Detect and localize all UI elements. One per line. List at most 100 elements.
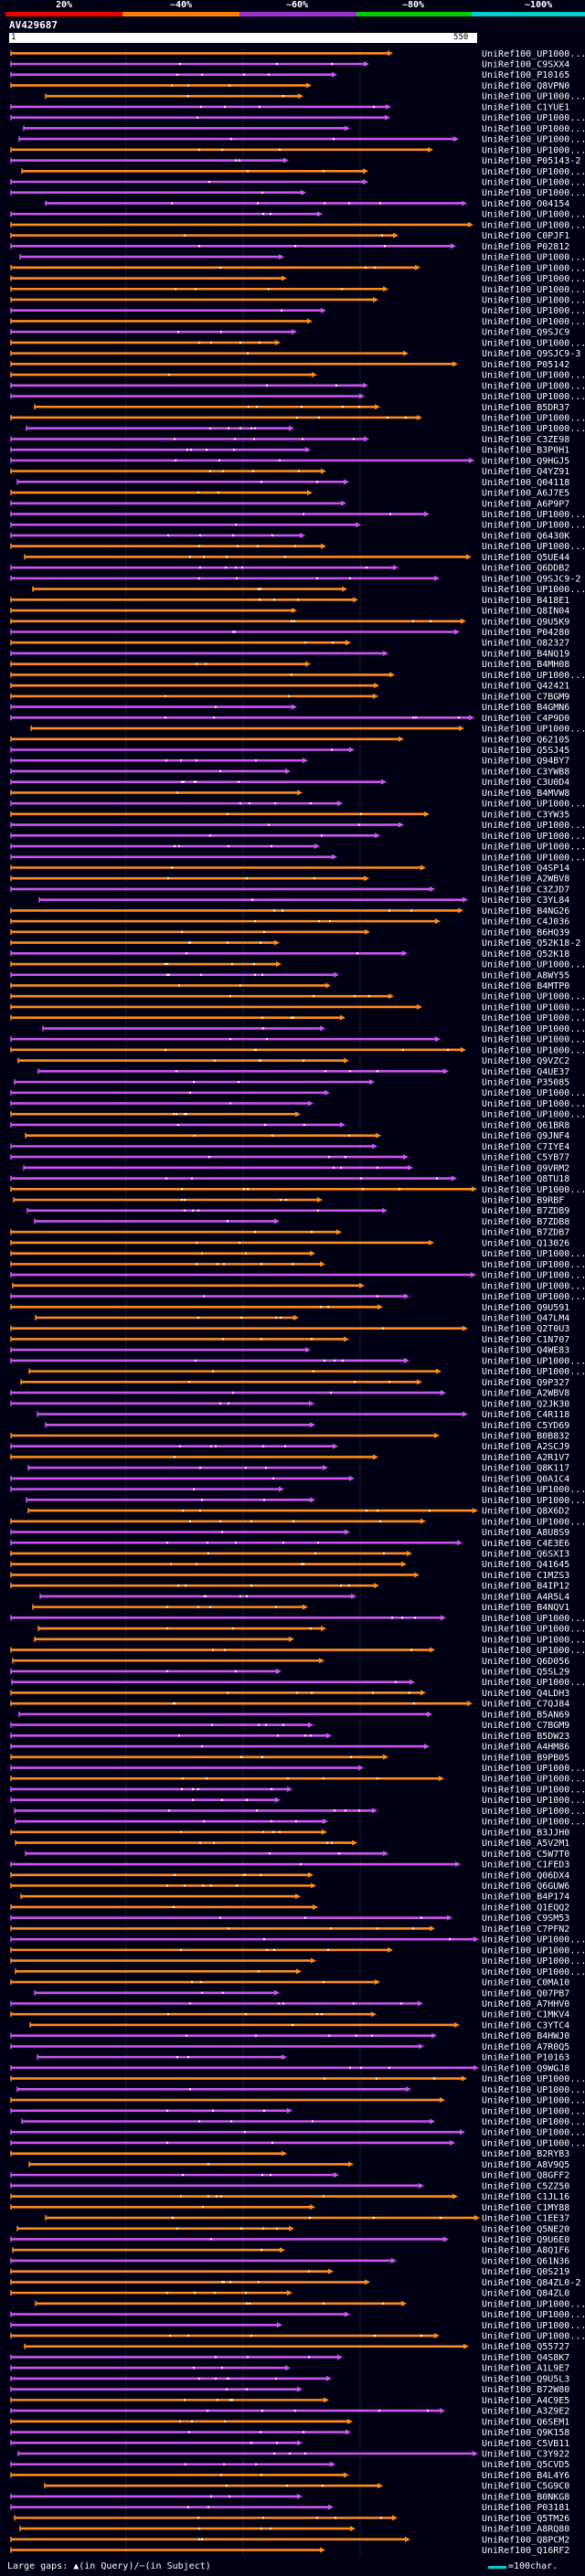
hit-row[interactable]: UniRef100_Q2T0U3 [10,1324,569,1334]
hit-row[interactable]: UniRef100_UP1000... [10,1956,585,1966]
hit-row[interactable]: UniRef100_O04154 [45,199,569,209]
hit-label[interactable]: UniRef100_UP1000... [482,510,585,520]
hit-label[interactable]: UniRef100_P02812 [482,242,569,252]
hit-label[interactable]: UniRef100_UP1000... [482,1110,585,1120]
hit-label[interactable]: UniRef100_Q9WGJ8 [482,2063,569,2073]
hit-label[interactable]: UniRef100_Q84ZL0-2 [482,2278,580,2288]
hit-label[interactable]: UniRef100_Q9P327 [482,1378,569,1388]
hit-label[interactable]: UniRef100_UP1000... [482,992,585,1002]
hit-row[interactable]: UniRef100_UP1000... [10,992,585,1002]
hit-row[interactable]: UniRef100_UP1000... [10,1249,585,1259]
hit-label[interactable]: UniRef100_C3YWB8 [482,767,569,777]
hit-row[interactable]: UniRef100_Q8GFF2 [10,2171,569,2181]
hit-row[interactable]: UniRef100_Q16RF2 [10,2546,569,2556]
hit-row[interactable]: UniRef100_Q4S8K7 [10,2353,569,2363]
hit-label[interactable]: UniRef100_UP1000... [482,1024,585,1034]
hit-row[interactable]: UniRef100_C3YTC4 [29,2020,569,2030]
hit-label[interactable]: UniRef100_UP1000... [482,1625,585,1635]
hit-label[interactable]: UniRef100_A4C9E5 [482,2396,569,2406]
hit-row[interactable]: UniRef100_C3YL84 [38,896,569,906]
hit-label[interactable]: UniRef100_UP1000... [482,1517,585,1527]
hit-label[interactable]: UniRef100_O04154 [482,199,569,209]
hit-row[interactable]: UniRef100_UP1000... [10,2074,585,2084]
hit-row[interactable]: UniRef100_UP1000... [23,124,585,134]
hit-row[interactable]: UniRef100_B0NKG8 [10,2492,569,2502]
hit-label[interactable]: UniRef100_Q9SJC9 [482,328,569,338]
hit-row[interactable]: UniRef100_UP1000... [14,1807,585,1817]
hit-label[interactable]: UniRef100_C3YL84 [482,896,569,906]
hit-label[interactable]: UniRef100_C3U0D4 [482,778,569,788]
hit-label[interactable]: UniRef100_B4NG26 [482,906,569,917]
hit-label[interactable]: UniRef100_C9SM53 [482,1913,569,1924]
hit-row[interactable]: UniRef100_P04280 [10,628,569,638]
hit-row[interactable]: UniRef100_Q5UE44 [24,553,569,563]
hit-label[interactable]: UniRef100_Q6SXI3 [482,1549,569,1559]
hit-row[interactable]: UniRef100_C4E3E6 [10,1539,569,1549]
hit-label[interactable]: UniRef100_UP1000... [482,2138,585,2148]
hit-row[interactable]: UniRef100_B4IP12 [10,1582,569,1592]
hit-label[interactable]: UniRef100_UP1000... [482,1967,585,1977]
hit-label[interactable]: UniRef100_A6P9P7 [482,499,569,509]
hit-label[interactable]: UniRef100_B9RBF [482,1196,564,1206]
hit-label[interactable]: UniRef100_C7PFN2 [482,1924,569,1935]
hit-row[interactable]: UniRef100_P10163 [37,2053,569,2063]
hit-label[interactable]: UniRef100_Q9HGJ5 [482,456,569,466]
hit-row[interactable]: UniRef100_Q8IN04 [10,607,569,617]
hit-label[interactable]: UniRef100_Q8K117 [482,1464,569,1474]
hit-label[interactable]: UniRef100_C3Y922 [482,2450,569,2460]
hit-label[interactable]: UniRef100_Q6DDB2 [482,564,569,574]
hit-label[interactable]: UniRef100_UP1000... [482,1013,585,1023]
hit-label[interactable]: UniRef100_UP1000... [482,2321,585,2331]
hit-row[interactable]: UniRef100_UP1000... [10,960,585,970]
hit-label[interactable]: UniRef100_Q9VZC2 [482,1056,569,1066]
hit-label[interactable]: UniRef100_UP1000... [482,1485,585,1495]
hit-row[interactable]: UniRef100_C1N707 [10,1335,569,1345]
hit-row[interactable]: UniRef100_A7HHV0 [10,1999,569,2009]
hit-row[interactable]: UniRef100_Q9U5K9 [10,617,569,627]
hit-label[interactable]: UniRef100_B4MH08 [482,660,569,670]
hit-label[interactable]: UniRef100_UP1000... [482,1367,585,1377]
hit-label[interactable]: UniRef100_UP1000... [482,960,585,970]
hit-label[interactable]: UniRef100_C7IYE4 [482,1142,569,1152]
hit-label[interactable]: UniRef100_UP1000... [482,1646,585,1656]
hit-label[interactable]: UniRef100_B7ZDB9 [482,1206,569,1216]
hit-row[interactable]: UniRef100_C5ZZ50 [10,2181,569,2191]
hit-label[interactable]: UniRef100_UP1000... [482,1035,585,1045]
hit-row[interactable]: UniRef100_Q61N36 [10,2256,569,2266]
hit-row[interactable]: UniRef100_B72W80 [10,2385,569,2395]
hit-row[interactable]: UniRef100_UP1000... [10,188,585,198]
hit-row[interactable]: UniRef100_A8WY55 [10,970,569,981]
hit-label[interactable]: UniRef100_A2WBV8 [482,875,569,885]
hit-row[interactable]: UniRef100_UP1000... [37,1625,585,1635]
hit-row[interactable]: UniRef100_A6P9P7 [10,499,569,509]
hit-label[interactable]: UniRef100_UP1000... [482,1281,585,1291]
hit-label[interactable]: UniRef100_A2SCJ9 [482,1442,569,1452]
hit-row[interactable]: UniRef100_A8U8S9 [10,1528,569,1538]
hit-row[interactable]: UniRef100_UP1000... [10,1646,585,1656]
hit-label[interactable]: UniRef100_A8WY55 [482,970,569,981]
hit-row[interactable]: UniRef100_C9SM53 [10,1913,569,1924]
hit-row[interactable]: UniRef100_UP1000... [26,1496,585,1506]
hit-row[interactable]: UniRef100_Q6DDB2 [10,564,569,574]
hit-label[interactable]: UniRef100_Q8GFF2 [482,2171,569,2181]
hit-label[interactable]: UniRef100_P05142 [482,360,569,370]
hit-label[interactable]: UniRef100_B4MTP0 [482,981,569,991]
hit-label[interactable]: UniRef100_Q84ZL0 [482,2289,569,2299]
hit-row[interactable]: UniRef100_A8Q1F6 [12,2246,569,2256]
hit-label[interactable]: UniRef100_UP1000... [482,145,585,155]
hit-row[interactable]: UniRef100_Q6GUW6 [10,1882,569,1892]
hit-label[interactable]: UniRef100_UP1000... [482,1185,585,1195]
hit-row[interactable]: UniRef100_P35085 [14,1078,569,1088]
hit-row[interactable]: UniRef100_B5DW23 [10,1732,569,1742]
hit-label[interactable]: UniRef100_UP1000... [482,424,585,434]
hit-row[interactable]: UniRef100_Q9SJC9 [10,328,569,338]
hit-row[interactable]: UniRef100_Q8TU18 [10,1174,569,1184]
hit-label[interactable]: UniRef100_C0MA10 [482,1978,569,1988]
hit-row[interactable]: UniRef100_B7ZDB9 [27,1206,569,1216]
hit-label[interactable]: UniRef100_Q4YZ91 [482,467,569,477]
hit-row[interactable]: UniRef100_UP1000... [34,1635,585,1645]
hit-label[interactable]: UniRef100_A8U8S9 [482,1528,569,1538]
hit-row[interactable]: UniRef100_UP1000... [10,113,585,123]
hit-row[interactable]: UniRef100_C4P9D0 [10,714,569,724]
hit-row[interactable]: UniRef100_Q8K117 [27,1464,569,1474]
